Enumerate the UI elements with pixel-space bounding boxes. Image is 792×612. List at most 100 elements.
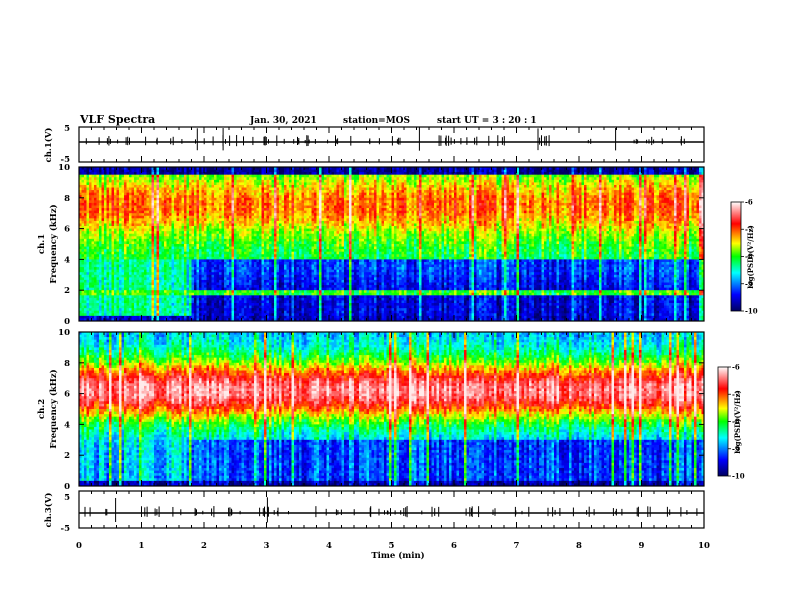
ch1-spectrogram-cell (569, 198, 572, 201)
ch1-spectrogram-cell (119, 190, 122, 193)
ch1-spectrogram-cell (394, 182, 397, 185)
ch1-spectrogram-cell (672, 206, 675, 209)
ch1-spectrogram-cell (264, 182, 267, 185)
ch1-spectrogram-cell (647, 206, 650, 209)
ch1-spectrogram-cell (119, 211, 122, 214)
ch1-spectrogram-cell (207, 206, 210, 209)
ch1-spectrogram-cell (697, 213, 700, 216)
ch1-spectrogram-cell (269, 200, 272, 203)
ch1-spectrogram-cell (599, 213, 602, 216)
ch1-spectrogram-cell (164, 200, 167, 203)
ch1-spectrogram-cell (167, 203, 170, 206)
ch1-spectrogram-cell (354, 200, 357, 203)
ch1-spectrogram-cell (577, 193, 580, 196)
ch1-spectrogram-cell (574, 170, 577, 173)
ch1-spectrogram-cell (184, 206, 187, 209)
ch1-spectrogram-cell (222, 172, 225, 175)
ch1-spectrogram-cell (312, 180, 315, 183)
ch1-spectrogram-cell (619, 177, 622, 180)
ch1-spectrogram-cell (222, 208, 225, 211)
ch1-spectrogram-cell (144, 190, 147, 193)
ch1-spectrogram-cell (267, 213, 270, 216)
ch1-spectrogram-cell (682, 172, 685, 175)
ch1-spectrogram-cell (622, 195, 625, 198)
ch1-spectrogram-cell (309, 213, 312, 216)
ch1-spectrogram-cell (104, 213, 107, 216)
ch1-spectrogram-cell (654, 175, 657, 178)
ch1-spectrogram-cell (277, 193, 280, 196)
ch1-spectrogram-cell (307, 200, 310, 203)
ch1-spectrogram-cell (194, 172, 197, 175)
ch1-spectrogram-cell (494, 172, 497, 175)
ch1-spectrogram-cell (687, 195, 690, 198)
ch1-spectrogram-cell (607, 206, 610, 209)
ch1-spectrogram-cell (652, 190, 655, 193)
ch1-spectrogram-cell (382, 180, 385, 183)
ch1-spectrogram-cell (132, 182, 135, 185)
ch1-spectrogram-cell (514, 188, 517, 191)
ch1-spectrogram-cell (437, 206, 440, 209)
ch1-spectrogram-cell (294, 211, 297, 214)
ch1-spectrogram-cell (334, 175, 337, 178)
ch1-spectrogram-cell (492, 177, 495, 180)
ch1-spectrogram-cell (92, 208, 95, 211)
ch1-spectrogram-cell (224, 206, 227, 209)
ch1-spectrogram-cell (232, 211, 235, 214)
ch1-spectrogram-cell (532, 188, 535, 191)
ch1-spectrogram-cell (342, 182, 345, 185)
ch1-spectrogram-cell (522, 195, 525, 198)
ch1-spectrogram-cell (457, 193, 460, 196)
ch1-spectrogram-cell (407, 190, 410, 193)
ch1-spectrogram-cell (302, 175, 305, 178)
ch1-spectrogram-cell (584, 182, 587, 185)
ch1-spectrogram-cell (642, 206, 645, 209)
ch1-spectrogram-cell (227, 185, 230, 188)
ch1-spectrogram-cell (372, 211, 375, 214)
ch1-spectrogram-cell (274, 188, 277, 191)
ch1-spectrogram-cell (374, 177, 377, 180)
ch1-spectrogram-cell (419, 211, 422, 214)
ch1-spectrogram-cell (559, 213, 562, 216)
ch1-spectrogram-cell (584, 177, 587, 180)
ch1-spectrogram-cell (282, 190, 285, 193)
station-label: station=MOS (343, 116, 410, 126)
ch1-spectrogram-cell (427, 185, 430, 188)
ch1-spectrogram-cell (202, 208, 205, 211)
ch1-spectrogram-cell (97, 216, 100, 219)
ch1-spectrogram-cell (554, 188, 557, 191)
ch1-spectrogram-cell (87, 195, 90, 198)
ch1-spectrogram-cell (622, 188, 625, 191)
ch1-spectrogram-cell (519, 195, 522, 198)
ch1-spectrogram-cell (492, 206, 495, 209)
ch1-spectrogram-cell (579, 175, 582, 178)
ch1-spectrogram-cell (197, 213, 200, 216)
ch1-spectrogram-cell (302, 180, 305, 183)
ch1-spectrogram-cell (97, 200, 100, 203)
ch1-spectrogram-cell (107, 200, 110, 203)
ch1-spectrogram-cell (302, 216, 305, 219)
ch1-spectrogram-cell (392, 195, 395, 198)
ch1-spectrogram-cell (377, 177, 380, 180)
ch1-spectrogram-cell (637, 177, 640, 180)
ch1-spectrogram-cell (272, 180, 275, 183)
ch1-spectrogram-cell (687, 200, 690, 203)
ch1-spectrogram-cell (632, 177, 635, 180)
ch1-spectrogram-cell (214, 211, 217, 214)
ch1-spectrogram-cell (574, 175, 577, 178)
ch1-spectrogram-cell (512, 203, 515, 206)
ch1-spectrogram-cell (602, 211, 605, 214)
ch1-spectrogram-cell (404, 170, 407, 173)
ch1-spectrogram-cell (652, 198, 655, 201)
ch1-spectrogram-cell (387, 208, 390, 211)
ch1-spectrogram-cell (189, 180, 192, 183)
ch1-spectrogram-cell (202, 182, 205, 185)
ch1-spectrogram-cell (124, 172, 127, 175)
ch1-spectrogram-cell (597, 211, 600, 214)
ch1-spectrogram-cell (187, 203, 190, 206)
ch1-spectrogram-cell (409, 180, 412, 183)
ch1-spectrogram-cell (214, 216, 217, 219)
ch1-spectrogram-cell (424, 193, 427, 196)
ch1-spectrogram-cell (274, 203, 277, 206)
ch1-spectrogram-cell (647, 182, 650, 185)
ch1-spectrogram-cell (149, 200, 152, 203)
